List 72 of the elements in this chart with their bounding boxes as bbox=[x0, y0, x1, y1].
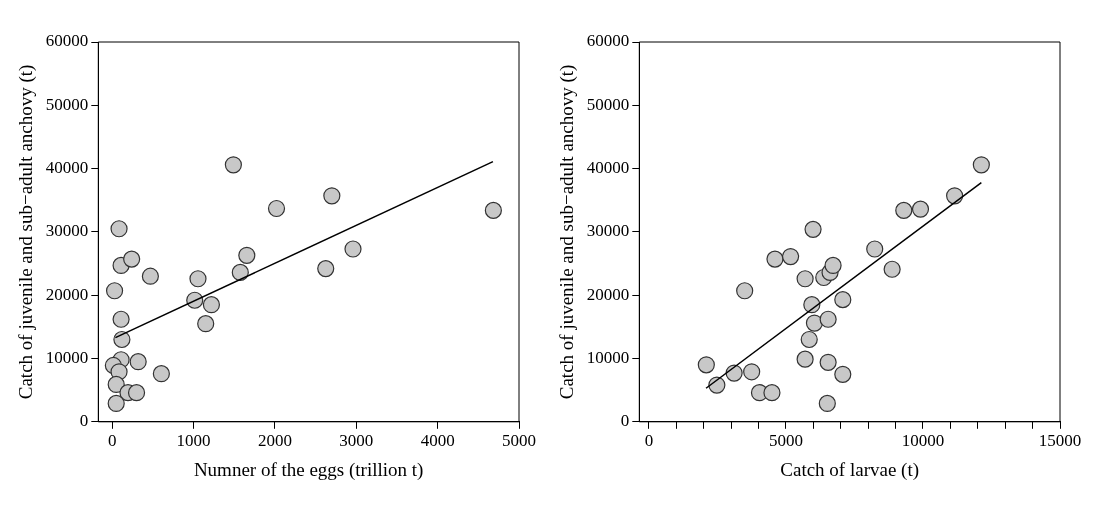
point bbox=[107, 375, 125, 394]
point bbox=[129, 353, 147, 371]
point bbox=[123, 250, 141, 268]
point bbox=[834, 365, 852, 383]
point bbox=[805, 314, 824, 332]
point bbox=[766, 250, 784, 268]
point bbox=[112, 310, 130, 328]
y-tick-label: 60000 bbox=[586, 31, 630, 51]
x-tick-label: 1000 bbox=[176, 431, 211, 451]
point bbox=[484, 201, 502, 219]
y-tick-label: 30000 bbox=[586, 221, 630, 241]
point bbox=[202, 296, 221, 314]
point bbox=[189, 270, 207, 288]
y-tick-label: 30000 bbox=[45, 221, 89, 241]
point bbox=[224, 156, 242, 174]
point bbox=[834, 291, 852, 309]
point bbox=[127, 384, 146, 402]
point bbox=[800, 330, 818, 349]
y-tick-label: 0 bbox=[79, 411, 89, 431]
y-tick-label: 20000 bbox=[45, 284, 89, 304]
x-axis-title: Catch of larvae (t) bbox=[780, 458, 920, 481]
point bbox=[113, 330, 131, 349]
y-tick-label: 10000 bbox=[45, 347, 89, 367]
x-tick-label: 3000 bbox=[339, 431, 374, 451]
y-tick-label: 50000 bbox=[586, 94, 630, 114]
y-axis-title: Catch of juvenile and sub−adult anchovy (t) bbox=[556, 64, 579, 400]
x-tick-label: 4000 bbox=[420, 431, 455, 451]
point bbox=[141, 267, 159, 285]
point bbox=[804, 220, 822, 238]
point bbox=[743, 363, 761, 381]
point bbox=[697, 356, 715, 374]
x-tick-label: 5000 bbox=[502, 431, 536, 451]
point bbox=[824, 256, 842, 275]
point bbox=[317, 260, 335, 278]
y-tick-label: 0 bbox=[620, 411, 630, 431]
point bbox=[110, 220, 128, 238]
point bbox=[736, 282, 754, 300]
point bbox=[323, 187, 341, 205]
y-tick-label: 20000 bbox=[586, 284, 630, 304]
y-tick-label: 60000 bbox=[45, 31, 89, 51]
y-tick-label: 40000 bbox=[586, 158, 630, 178]
point bbox=[152, 365, 170, 383]
x-axis-title: Numner of the eggs (trillion t) bbox=[193, 458, 424, 481]
point bbox=[911, 200, 930, 218]
point bbox=[818, 394, 836, 413]
point bbox=[344, 240, 362, 258]
point bbox=[796, 270, 814, 288]
x-tick-label: 0 bbox=[107, 431, 117, 451]
point bbox=[107, 394, 125, 413]
point bbox=[883, 260, 901, 278]
point bbox=[197, 315, 215, 333]
point bbox=[781, 247, 800, 266]
point bbox=[267, 199, 286, 218]
y-axis-title: Catch of juvenile and sub−adult anchovy (t) bbox=[15, 64, 38, 400]
point bbox=[819, 353, 837, 371]
point bbox=[895, 201, 913, 219]
point bbox=[972, 156, 990, 174]
y-tick-label: 40000 bbox=[45, 158, 89, 178]
point bbox=[866, 240, 884, 258]
point bbox=[796, 350, 814, 368]
x-tick-label: 15000 bbox=[1038, 431, 1082, 451]
point bbox=[105, 282, 124, 300]
x-tick-label: 0 bbox=[644, 431, 654, 451]
point bbox=[763, 384, 781, 402]
y-tick-label: 10000 bbox=[586, 347, 630, 367]
x-tick-label: 5000 bbox=[768, 431, 803, 451]
x-tick-label: 10000 bbox=[901, 431, 945, 451]
y-tick-label: 50000 bbox=[45, 94, 89, 114]
x-tick-label: 2000 bbox=[257, 431, 292, 451]
point bbox=[231, 263, 249, 282]
point bbox=[819, 310, 837, 328]
point bbox=[238, 246, 256, 264]
